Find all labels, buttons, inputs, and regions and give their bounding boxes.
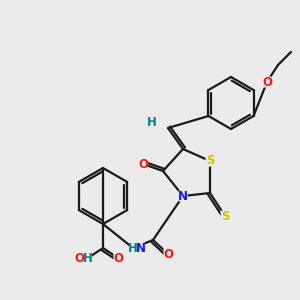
FancyBboxPatch shape <box>84 253 92 263</box>
Text: S: S <box>221 209 229 223</box>
Text: S: S <box>206 154 214 167</box>
Text: H: H <box>83 251 93 265</box>
FancyBboxPatch shape <box>178 190 188 202</box>
FancyBboxPatch shape <box>206 155 214 167</box>
FancyBboxPatch shape <box>129 242 137 253</box>
Text: O: O <box>163 248 173 260</box>
FancyBboxPatch shape <box>220 211 230 221</box>
FancyBboxPatch shape <box>75 253 83 263</box>
Text: H: H <box>128 242 138 254</box>
Text: H: H <box>147 116 157 128</box>
Text: O: O <box>262 76 272 88</box>
Text: O: O <box>113 251 123 265</box>
FancyBboxPatch shape <box>113 253 122 263</box>
FancyBboxPatch shape <box>164 248 172 260</box>
Text: N: N <box>136 242 146 254</box>
FancyBboxPatch shape <box>139 158 148 169</box>
Text: O: O <box>74 251 84 265</box>
Text: O: O <box>138 158 148 170</box>
Text: N: N <box>178 190 188 202</box>
FancyBboxPatch shape <box>148 116 157 128</box>
FancyBboxPatch shape <box>262 76 272 88</box>
FancyBboxPatch shape <box>137 242 145 253</box>
